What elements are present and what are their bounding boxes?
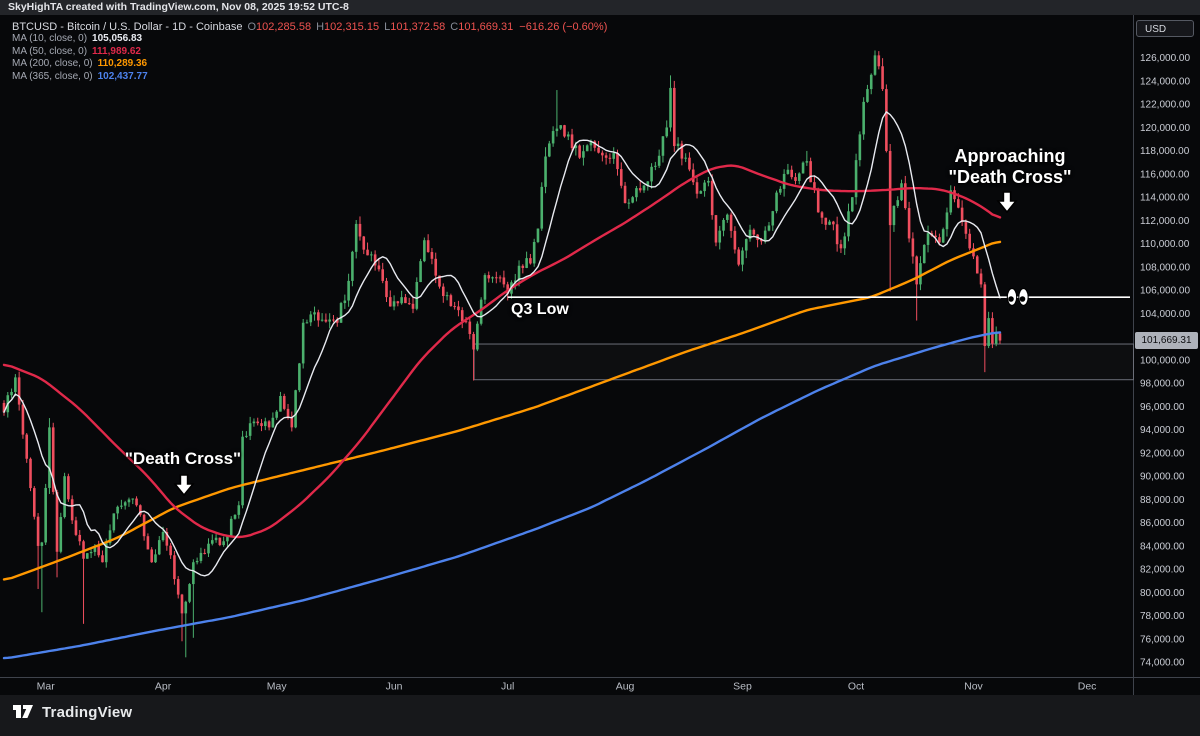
price-tick-label: 104,000.00 [1140,309,1190,320]
down-arrow-icon [173,474,195,497]
month-tick-label: Aug [616,681,635,693]
ma-50-line [2,164,1002,539]
month-tick-label: Oct [848,681,864,693]
price-tick-label: 78,000.00 [1140,611,1185,622]
tradingview-logo-icon [13,705,33,718]
price-tick-label: 90,000.00 [1140,472,1185,483]
ma-value: 111,989.62 [92,45,141,57]
price-tick-label: 118,000.00 [1140,146,1190,157]
price-tick-label: 94,000.00 [1140,425,1185,436]
annotation-approaching-death-cross: Approaching "Death Cross" [928,146,1092,188]
price-tick-label: 84,000.00 [1140,541,1185,552]
ohlc-value: 101,372.58 [390,21,446,33]
last-price-label: 101,669.31 [1135,332,1198,349]
price-tick-label: 110,000.00 [1140,239,1190,250]
chart-background [0,15,1200,695]
price-tick-label: 80,000.00 [1140,588,1185,599]
month-tick-label: Jul [501,681,514,693]
price-tick-label: 92,000.00 [1140,448,1185,459]
ma-legend-rows: MA (10, close, 0) 105,056.83 MA (50, close… [12,33,607,83]
ma-legend-item[interactable]: MA (365, close, 0) 102,437.77 [12,71,607,84]
ma-value: 110,289.36 [97,58,148,69]
ma-365-line [2,331,1002,660]
month-tick-label: Nov [964,681,983,693]
ohlc-letter: L [384,21,391,33]
price-tick-label: 114,000.00 [1140,193,1190,204]
ma-200-line [2,240,1002,581]
time-axis[interactable]: Mar Apr May Jun Jul Aug Sep Oct Nov Dec [37,681,1097,693]
ma-label: MA (365, close, 0) [12,70,93,82]
price-tick-label: 76,000.00 [1140,634,1185,645]
price-tick-label: 74,000.00 [1140,658,1185,669]
price-tick-label: 122,000.00 [1140,100,1190,111]
price-tick-label: 82,000.00 [1140,565,1185,576]
price-tick-label: 98,000.00 [1140,379,1185,390]
annotation-death-cross: "Death Cross" [124,449,242,468]
ohlc-letter: C [450,21,459,33]
ma-value: 105,056.83 [92,33,143,44]
month-tick-label: Jun [386,681,403,693]
eyes-emoji-icon [1006,288,1029,306]
price-tick-label: 108,000.00 [1140,262,1190,273]
attribution-text: SkyHighTA created with TradingView.com, … [8,1,349,13]
symbol-legend-row[interactable]: BTCUSD - Bitcoin / U.S. Dollar - 1D - Co… [12,21,607,33]
price-tick-label: 124,000.00 [1140,76,1190,87]
tradingview-wordmark: TradingView [42,703,133,721]
ma-label: MA (10, close, 0) [12,33,88,44]
ohlc-value: 101,669.31 [458,21,514,33]
price-tick-label: 126,000.00 [1140,53,1190,64]
ohlc-value: 102,285.58 [256,21,312,33]
price-tick-label: 120,000.00 [1140,123,1190,134]
currency-unit-button[interactable]: USD [1136,20,1194,37]
price-range-box [473,343,1134,381]
price-tick-label: 112,000.00 [1140,216,1190,227]
price-tick-label: 96,000.00 [1140,402,1185,413]
change-value: −616.26 (−0.60%) [519,21,608,33]
ma-label: MA (50, close, 0) [12,45,88,57]
price-tick-label: 88,000.00 [1140,495,1185,506]
footer-branding[interactable]: TradingView [12,703,132,721]
ma-legend-item[interactable]: MA (10, close, 0) 105,056.83 [12,33,607,46]
ohlc-letter: H [316,21,325,33]
price-tick-label: 100,000.00 [1140,355,1190,366]
month-tick-label: Apr [155,681,172,693]
price-tick-label: 106,000.00 [1140,286,1190,297]
month-tick-label: Mar [37,681,56,693]
chart-legend: BTCUSD - Bitcoin / U.S. Dollar - 1D - Co… [12,21,607,83]
month-tick-label: Dec [1078,681,1097,693]
ohlc-value: 102,315.15 [324,21,380,33]
ma-label: MA (200, close, 0) [12,58,93,69]
annotation-approaching-line2: "Death Cross" [948,167,1072,187]
annotation-approaching-line1: Approaching [954,146,1066,166]
down-arrow-icon [996,191,1018,214]
month-tick-label: May [267,681,288,693]
price-tick-label: 116,000.00 [1140,169,1190,180]
ma-legend-item[interactable]: MA (50, close, 0) 111,989.62 [12,46,607,59]
candles-layer [2,50,1002,658]
ohlc-letter: O [247,21,257,33]
ma-10-line [3,111,1001,577]
annotation-q3-low: Q3 Low [511,301,569,318]
ohlc-values: O102,285.58 H102,315.15 L101,372.58 C101,66… [242,21,513,33]
month-tick-label: Sep [733,681,752,693]
ma-value: 102,437.77 [97,70,148,82]
attribution-bar: SkyHighTA created with TradingView.com, … [0,0,1200,15]
ma-legend-item[interactable]: MA (200, close, 0) 110,289.36 [12,58,607,71]
symbol-title: BTCUSD - Bitcoin / U.S. Dollar - 1D - Co… [12,21,243,33]
price-tick-label: 86,000.00 [1140,518,1185,529]
